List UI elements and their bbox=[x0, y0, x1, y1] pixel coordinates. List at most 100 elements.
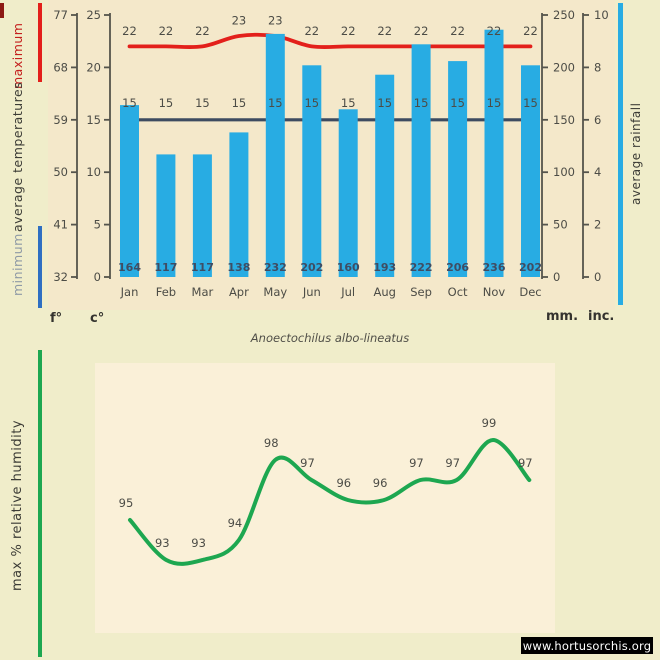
min-temp-value-label: 15 bbox=[232, 96, 247, 110]
temperature-rainfall-chart: 7768595041322520151050250200150100500108… bbox=[48, 0, 615, 310]
month-label: Mar bbox=[192, 285, 214, 299]
humidity-value-label: 97 bbox=[300, 456, 315, 470]
rainfall-value-label: 164 bbox=[118, 261, 141, 274]
rainfall-bar bbox=[120, 105, 139, 277]
inch-tick-label: 8 bbox=[594, 60, 601, 74]
mm-tick-label: 200 bbox=[553, 60, 575, 74]
month-label: Sep bbox=[410, 285, 432, 299]
celsius-tick-label: 20 bbox=[86, 60, 101, 74]
rainfall-value-label: 193 bbox=[373, 261, 396, 274]
mm-tick-label: 100 bbox=[553, 165, 575, 179]
month-label: Dec bbox=[519, 285, 541, 299]
humidity-value-label: 99 bbox=[482, 416, 497, 430]
rainfall-value-label: 117 bbox=[154, 261, 177, 274]
month-label: Jun bbox=[302, 285, 321, 299]
inch-tick-label: 10 bbox=[594, 8, 609, 22]
fahrenheit-tick-label: 41 bbox=[53, 218, 68, 232]
fahrenheit-tick-label: 32 bbox=[53, 270, 68, 284]
max-temp-value-label: 22 bbox=[159, 24, 174, 38]
max-temp-value-label: 23 bbox=[232, 14, 247, 28]
max-temp-value-label: 22 bbox=[377, 24, 392, 38]
min-temp-value-label: 15 bbox=[341, 96, 356, 110]
month-label: May bbox=[263, 285, 287, 299]
min-temp-value-label: 15 bbox=[195, 96, 210, 110]
max-temp-value-label: 22 bbox=[414, 24, 429, 38]
rainfall-bar bbox=[229, 132, 249, 277]
rainfall-bar bbox=[338, 109, 358, 277]
max-temp-value-label: 22 bbox=[450, 24, 465, 38]
month-label: Feb bbox=[156, 285, 176, 299]
max-temp-value-label: 22 bbox=[122, 24, 137, 38]
inch-tick-label: 2 bbox=[594, 218, 601, 232]
rainfall-bar bbox=[484, 29, 504, 278]
rainfall-value-label: 117 bbox=[191, 261, 214, 274]
inch-tick-label: 0 bbox=[594, 270, 601, 284]
celsius-tick-label: 25 bbox=[86, 8, 101, 22]
rainfall-value-label: 160 bbox=[337, 261, 360, 274]
mm-tick-label: 250 bbox=[553, 8, 575, 22]
humidity-line bbox=[128, 437, 532, 566]
fahrenheit-tick-label: 50 bbox=[53, 165, 68, 179]
min-temp-value-label: 15 bbox=[122, 96, 137, 110]
rainfall-bar bbox=[411, 44, 431, 277]
humidity-panel bbox=[95, 363, 555, 633]
mm-tick-label: 0 bbox=[553, 270, 560, 284]
average-rainfall-label: average rainfall bbox=[629, 102, 643, 206]
inch-tick-label: 4 bbox=[594, 165, 601, 179]
humidity-value-label: 97 bbox=[518, 456, 533, 470]
fahrenheit-tick-label: 77 bbox=[53, 8, 68, 22]
rainfall-value-label: 202 bbox=[300, 261, 323, 274]
mm-tick-label: 150 bbox=[553, 113, 575, 127]
species-title: Anoectochilus albo-lineatus bbox=[250, 331, 410, 345]
max-temp-value-label: 22 bbox=[341, 24, 356, 38]
min-temp-value-label: 15 bbox=[377, 96, 392, 110]
min-temp-value-label: 15 bbox=[268, 96, 283, 110]
celsius-tick-label: 5 bbox=[94, 218, 101, 232]
min-temp-value-label: 15 bbox=[414, 96, 429, 110]
humidity-chart: 95 93 93 94 98 97 96 96 97 97 99 97 bbox=[95, 363, 555, 633]
rainfall-bar bbox=[448, 61, 468, 277]
humidity-value-label: 98 bbox=[264, 436, 279, 450]
month-label: Oct bbox=[448, 285, 468, 299]
website-watermark: www.hortusorchis.org bbox=[521, 637, 653, 654]
rainfall-value-label: 202 bbox=[519, 261, 542, 274]
humidity-value-label: 93 bbox=[155, 536, 170, 550]
mm-tick-label: 50 bbox=[553, 218, 568, 232]
inches-unit-label: inc. bbox=[588, 309, 615, 324]
humidity-value-label: 93 bbox=[191, 536, 206, 550]
month-label: Jan bbox=[120, 285, 139, 299]
humidity-line-key-icon bbox=[38, 350, 42, 657]
rainfall-value-label: 222 bbox=[410, 261, 433, 274]
rainfall-bar bbox=[192, 154, 212, 277]
millimeters-unit-label: mm. bbox=[546, 309, 579, 324]
humidity-value-label: 97 bbox=[409, 456, 424, 470]
celsius-tick-label: 0 bbox=[94, 270, 101, 284]
rainfall-bar bbox=[521, 65, 540, 277]
rainfall-bar-key-icon bbox=[618, 3, 623, 305]
rainfall-bar bbox=[375, 74, 395, 277]
fahrenheit-unit-label: f° bbox=[50, 311, 63, 326]
temperature-panel bbox=[48, 0, 615, 310]
rainfall-bar bbox=[156, 154, 176, 277]
fahrenheit-tick-label: 68 bbox=[53, 60, 68, 74]
min-temp-value-label: 15 bbox=[304, 96, 319, 110]
month-label: Aug bbox=[373, 285, 395, 299]
month-label: Nov bbox=[483, 285, 506, 299]
humidity-value-label: 96 bbox=[373, 476, 388, 490]
fahrenheit-tick-label: 59 bbox=[53, 113, 68, 127]
humidity-value-label: 97 bbox=[445, 456, 460, 470]
humidity-value-label: 95 bbox=[119, 496, 134, 510]
rainfall-value-label: 236 bbox=[483, 261, 506, 274]
month-label: Jul bbox=[340, 285, 355, 299]
rainfall-value-label: 206 bbox=[446, 261, 469, 274]
humidity-value-label: 96 bbox=[336, 476, 351, 490]
max-temp-value-label: 22 bbox=[523, 24, 538, 38]
average-temperatures-label: average temperatures bbox=[10, 81, 25, 233]
min-temp-value-label: 15 bbox=[487, 96, 502, 110]
month-label: Apr bbox=[229, 285, 249, 299]
min-temp-value-label: 15 bbox=[450, 96, 465, 110]
max-temp-value-label: 22 bbox=[304, 24, 319, 38]
left-edge-mark bbox=[0, 3, 4, 18]
celsius-unit-label: c° bbox=[90, 311, 105, 326]
max-temp-value-label: 23 bbox=[268, 14, 283, 28]
